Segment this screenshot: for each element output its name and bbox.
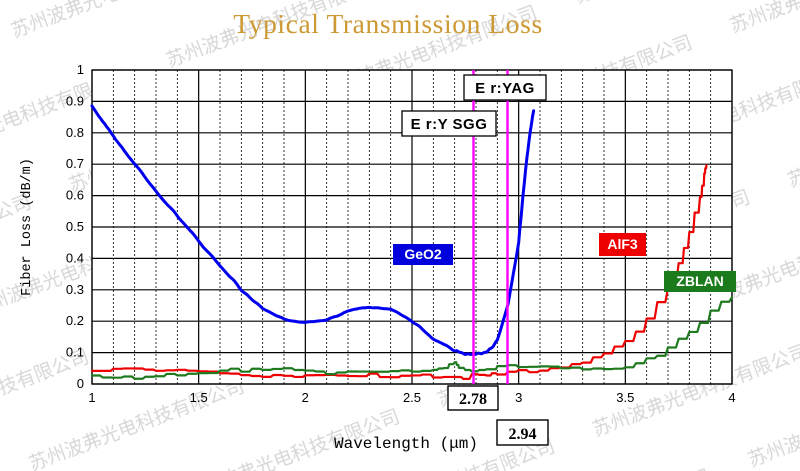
svg-text:Wavelength (μm): Wavelength (μm)	[334, 435, 478, 453]
svg-text:2: 2	[302, 390, 309, 405]
svg-text:0.3: 0.3	[66, 282, 84, 297]
svg-text:AlF3: AlF3	[607, 236, 638, 252]
svg-text:2.5: 2.5	[403, 390, 421, 405]
svg-text:4: 4	[728, 390, 735, 405]
svg-text:0.6: 0.6	[66, 188, 84, 203]
svg-text:2.78: 2.78	[459, 391, 487, 408]
svg-text:1.5: 1.5	[190, 390, 208, 405]
svg-text:ZBLAN: ZBLAN	[676, 273, 723, 289]
svg-text:Fiber Loss (dB/m): Fiber Loss (dB/m)	[20, 158, 35, 296]
svg-text:0.1: 0.1	[66, 345, 84, 360]
svg-text:0.2: 0.2	[66, 313, 84, 328]
svg-text:0.7: 0.7	[66, 156, 84, 171]
svg-text:0: 0	[77, 376, 84, 391]
svg-text:GeO2: GeO2	[404, 246, 442, 262]
svg-text:0.8: 0.8	[66, 125, 84, 140]
svg-text:1: 1	[77, 62, 84, 77]
svg-text:3.5: 3.5	[616, 390, 634, 405]
svg-text:3: 3	[515, 390, 522, 405]
svg-text:E r:Y SGG: E r:Y SGG	[411, 116, 488, 133]
svg-text:1: 1	[88, 390, 95, 405]
svg-text:E r:YAG: E r:YAG	[475, 80, 535, 97]
svg-text:Typical Transmission Loss: Typical Transmission Loss	[233, 8, 543, 39]
svg-text:0.4: 0.4	[66, 250, 84, 265]
svg-text:2.94: 2.94	[509, 426, 537, 443]
svg-text:0.9: 0.9	[66, 93, 84, 108]
svg-text:0.5: 0.5	[66, 219, 84, 234]
